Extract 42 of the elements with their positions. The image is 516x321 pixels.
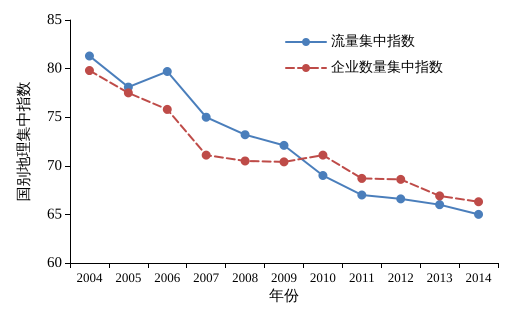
point — [357, 174, 366, 183]
point — [396, 194, 406, 204]
y-tick-label: 65 — [47, 206, 62, 222]
x-tick-label: 2005 — [115, 270, 142, 285]
y-tick-label: 70 — [47, 158, 62, 174]
point — [474, 210, 484, 219]
point — [474, 197, 484, 206]
point — [202, 150, 211, 160]
x-tick-label: 2007 — [193, 270, 220, 285]
x-tick-label: 2009 — [271, 270, 297, 285]
x-tick-label: 2013 — [426, 270, 453, 285]
point — [357, 190, 366, 200]
x-tick-label: 2011 — [349, 270, 375, 285]
point — [162, 104, 172, 114]
point — [396, 174, 406, 184]
point — [280, 157, 288, 166]
x-tick-label: 2008 — [232, 270, 258, 285]
y-tick-label: 60 — [47, 255, 62, 271]
y-tick-label: 85 — [47, 12, 62, 28]
point — [124, 88, 133, 98]
y-axis-title: 国别地理集中指数 — [16, 82, 32, 202]
point — [162, 67, 172, 76]
x-axis-title: 年份 — [269, 288, 299, 304]
x-tick-label: 2010 — [310, 270, 336, 285]
legend-label: 企业数量集中指数 — [331, 60, 443, 76]
x-tick-label: 2014 — [466, 270, 492, 285]
x-tick-label: 2012 — [388, 270, 414, 285]
y-tick-label: 75 — [47, 109, 62, 126]
x-tick-label: 2006 — [154, 270, 181, 285]
point — [202, 112, 211, 122]
point — [240, 156, 250, 166]
legend-label: 流量集中指数 — [331, 34, 415, 50]
x-tick-label: 2004 — [76, 270, 103, 285]
y-tick-label: 80 — [47, 60, 62, 77]
point — [240, 130, 250, 140]
point — [435, 191, 444, 200]
point — [84, 51, 94, 60]
point — [84, 66, 94, 76]
point — [280, 140, 288, 150]
point — [318, 171, 328, 180]
point — [318, 150, 328, 160]
point — [435, 200, 444, 210]
